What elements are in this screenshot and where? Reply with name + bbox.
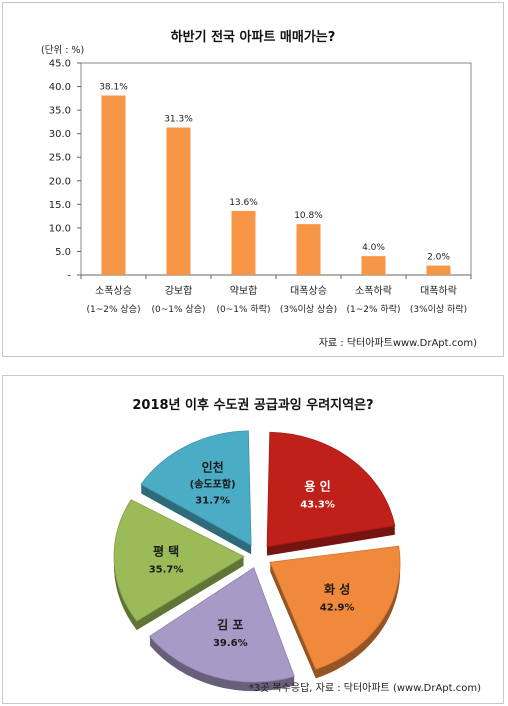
pie-slice [269,545,401,670]
bar [361,256,386,275]
bar-chart: 하반기 전국 아파트 매매가는? (단위 : %) 45.0 40.0 35.0 30… [41,29,477,349]
pie-slice [266,431,396,548]
pie-slice-value: 42.9% [320,602,355,613]
bar-chart-title: 하반기 전국 아파트 매매가는? [171,29,336,45]
pie-chart-labels: 용 인 43.3% 화 성 42.9% 김 포 39.6% 평 택 35.7% 인천 (송도포함)… [149,460,355,650]
y-tick-label: 15.0 [49,200,71,211]
y-tick-label: 30.0 [49,129,71,140]
bar [426,265,451,275]
x-tick-label: 소폭상승 [95,285,132,297]
y-tick-label: - [67,271,71,282]
bar-chart-source: 자료 : 닥터아파트www.DrApt.com) [319,337,477,349]
pie-chart-panel: 2018년 이후 수도권 공급과잉 우려지역은? 용 인 43.3% 화 성 42.9… [2,375,504,704]
y-tick-label: 40.0 [49,82,71,93]
bar-chart-x-labels: 소폭상승 (1~2% 상승) 강보합 (0~1% 상승) 약보합 (0~1% 하락) 대폭상… [87,284,468,315]
bar [166,127,191,275]
x-tick-sublabel: (3%이상 상승) [280,304,337,315]
pie-slice-value: 39.6% [213,638,248,649]
bar [101,95,126,275]
x-tick-label: 대폭하락 [420,284,457,297]
bar [296,224,321,275]
bar [231,210,256,275]
pie-slice [113,499,245,622]
y-tick-label: 10.0 [49,223,71,234]
pie-slice-subname: (송도포함) [190,478,236,491]
bar-value-label: 4.0% [362,243,385,253]
bar-chart-grid [77,62,472,279]
pie-slice [149,567,295,683]
pie-slice-value: 31.7% [195,496,230,507]
bar-chart-bars: 38.1% 31.3% 13.6% 10.8% 4.0% 2.0% [99,83,451,275]
y-tick-label: 45.0 [49,59,71,70]
y-tick-label: 35.0 [49,106,71,117]
bar-value-label: 13.6% [229,198,258,208]
x-tick-label: 대폭상승 [290,285,327,297]
x-tick-sublabel: (0~1% 하락) [217,303,271,315]
x-tick-sublabel: (1~2% 하락) [347,303,401,315]
pie-slice-value: 35.7% [149,564,184,575]
bar-value-label: 10.8% [294,211,323,221]
x-tick-label: 약보합 [230,285,258,297]
pie-slice-name: 평 택 [153,543,179,558]
bar-value-label: 38.1% [99,83,128,93]
bar-chart-unit: (단위 : %) [41,44,84,56]
pie-slice [140,430,252,546]
x-tick-label: 소폭하락 [355,284,392,297]
x-tick-sublabel: (1~2% 상승) [87,304,141,315]
pie-chart-slices [113,430,401,692]
x-tick-sublabel: (0~1% 상승) [152,304,206,315]
y-tick-label: 25.0 [49,153,71,164]
pie-chart: 2018년 이후 수도권 공급과잉 우려지역은? 용 인 43.3% 화 성 42.9… [113,397,481,694]
y-tick-label: 5.0 [55,247,71,258]
bar-chart-y-ticks: 45.0 40.0 35.0 30.0 25.0 20.0 15.0 10.0 5.0 - [49,59,72,282]
bar-value-label: 31.3% [164,115,193,125]
x-tick-label: 강보합 [165,285,193,297]
bar-chart-panel: 하반기 전국 아파트 매매가는? (단위 : %) 45.0 40.0 35.0 30… [2,2,504,357]
pie-slice-name: 김 포 [217,617,243,632]
pie-slice-value: 43.3% [300,499,335,510]
pie-slice-name: 화 성 [324,581,350,596]
pie-chart-title: 2018년 이후 수도권 공급과잉 우려지역은? [132,397,373,413]
pie-slice-name: 용 인 [304,478,330,493]
pie-slice-name: 인천 [202,460,224,475]
bar-value-label: 2.0% [427,253,450,263]
x-tick-sublabel: (3%이상 하락) [410,303,467,315]
pie-chart-note: *3곳 복수응답, 자료 : 닥터아파트 (www.DrApt.com) [249,682,481,694]
y-tick-label: 20.0 [49,176,71,187]
